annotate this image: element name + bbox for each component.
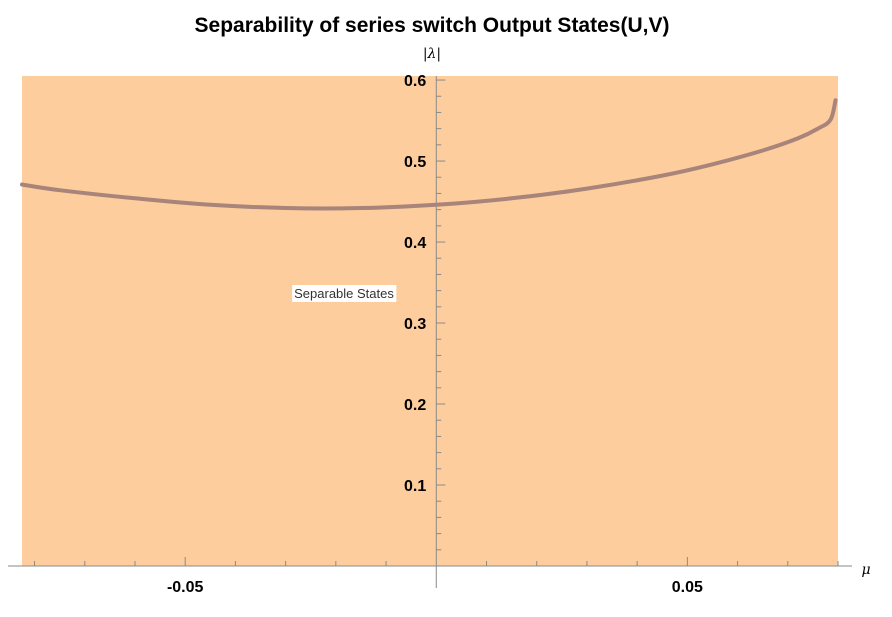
x-tick-label: -0.05 bbox=[167, 579, 204, 596]
x-minor-ticks bbox=[34, 557, 839, 566]
y-tick-label: 0.5 bbox=[404, 154, 426, 171]
y-tick-label: 0.1 bbox=[404, 478, 426, 495]
y-tick-label: 0.4 bbox=[404, 235, 426, 252]
chart-title: Separability of series switch Output Sta… bbox=[195, 14, 670, 37]
boundary-curve bbox=[20, 98, 838, 211]
separable-region bbox=[22, 76, 838, 566]
annotation-background bbox=[292, 285, 397, 302]
x-axis-label: μ bbox=[861, 562, 870, 578]
y-tick-label: 0.2 bbox=[404, 397, 426, 414]
y-minor-ticks bbox=[436, 79, 446, 551]
region-label: Separable States bbox=[294, 286, 394, 301]
x-tick-label: 0.05 bbox=[672, 579, 703, 596]
y-tick-label: 0.3 bbox=[404, 316, 426, 333]
y-tick-label: 0.6 bbox=[404, 73, 426, 90]
y-axis-label: |λ| bbox=[423, 46, 441, 62]
